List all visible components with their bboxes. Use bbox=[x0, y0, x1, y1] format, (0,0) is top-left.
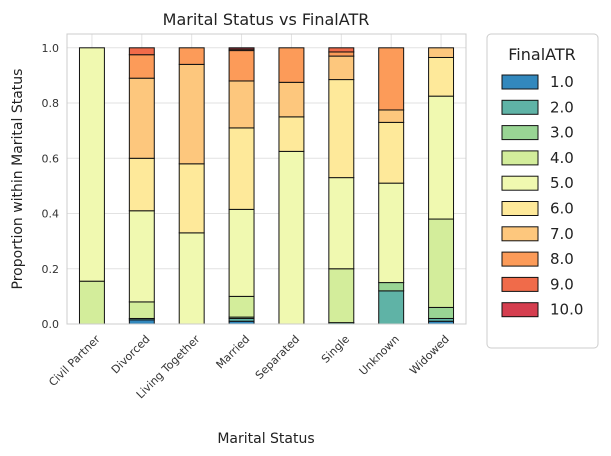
legend-label: 10.0 bbox=[550, 301, 583, 319]
y-tick-label: 0.6 bbox=[42, 152, 60, 165]
y-tick-label: 1.0 bbox=[42, 42, 60, 55]
bar-segment bbox=[128, 319, 155, 325]
legend-items: 1.0 2.0 3.0 4.0 5.0 6.0 7.0 8.0 9.0 10.0 bbox=[501, 73, 583, 319]
bar-segment bbox=[328, 177, 355, 270]
legend-title: FinalATR bbox=[508, 45, 575, 64]
bar-segment bbox=[428, 218, 455, 308]
legend-swatch bbox=[501, 150, 539, 166]
bar-segment bbox=[228, 80, 255, 129]
y-tick-label: 0.8 bbox=[42, 97, 60, 110]
bar-segment bbox=[128, 157, 155, 212]
bar-segment bbox=[278, 150, 305, 325]
bar-segment bbox=[228, 295, 255, 318]
legend-label: 4.0 bbox=[550, 149, 574, 167]
bar-segment bbox=[228, 208, 255, 297]
legend-swatch bbox=[501, 276, 539, 292]
bar-segment bbox=[278, 116, 305, 152]
bar-segment bbox=[278, 47, 305, 83]
legend: FinalATR 1.0 2.0 3.0 4.0 5.0 6.0 7.0 8.0 9.0 10.0 bbox=[486, 33, 599, 349]
bar-segment bbox=[328, 51, 355, 57]
bar-segment bbox=[228, 50, 255, 82]
bar-segment bbox=[328, 47, 355, 53]
bar-segment bbox=[228, 127, 255, 210]
legend-label: 8.0 bbox=[550, 250, 574, 268]
y-axis-label: Proportion within Marital Status bbox=[10, 69, 26, 290]
legend-swatch bbox=[501, 251, 539, 267]
legend-label: 3.0 bbox=[550, 124, 574, 142]
y-tick-label: 0.4 bbox=[42, 208, 60, 221]
bar-segment bbox=[428, 306, 455, 319]
legend-label: 1.0 bbox=[550, 73, 574, 91]
legend-swatch bbox=[501, 302, 539, 318]
bar-segment bbox=[178, 63, 205, 165]
bar-segment bbox=[378, 109, 405, 123]
chart-title: Marital Status vs FinalATR bbox=[163, 10, 370, 29]
legend-label: 6.0 bbox=[550, 200, 574, 218]
y-tick-label: 0.0 bbox=[42, 318, 60, 331]
bar-segment bbox=[78, 47, 105, 282]
bar-segment bbox=[128, 54, 155, 79]
bar-segment bbox=[428, 95, 455, 220]
legend-swatch bbox=[501, 99, 539, 115]
legend-label: 5.0 bbox=[550, 174, 574, 192]
legend-label: 2.0 bbox=[550, 98, 574, 116]
bar-segment bbox=[328, 79, 355, 179]
bar-segment bbox=[378, 282, 405, 292]
plot-frame bbox=[66, 33, 467, 325]
legend-swatch bbox=[501, 201, 539, 216]
bar-segment bbox=[328, 55, 355, 81]
bar-segment bbox=[328, 268, 355, 324]
legend-swatch bbox=[501, 226, 539, 242]
bar-segment bbox=[78, 280, 105, 325]
bar-segment bbox=[378, 290, 405, 325]
y-tick-label: 0.2 bbox=[42, 263, 60, 276]
legend-label: 7.0 bbox=[550, 225, 574, 243]
legend-label: 9.0 bbox=[550, 275, 574, 293]
y-axis-ticks: 0.0 0.2 0.4 0.6 0.8 1.0 bbox=[42, 42, 60, 331]
bar-segment bbox=[378, 47, 405, 111]
bar-segment bbox=[178, 47, 205, 65]
bar-segment bbox=[428, 47, 455, 58]
bar-segment bbox=[428, 56, 455, 97]
bar-segment bbox=[128, 210, 155, 303]
legend-swatch bbox=[501, 125, 539, 141]
bar-segment bbox=[378, 182, 405, 284]
bar-segment bbox=[278, 81, 305, 118]
bar-segment bbox=[228, 47, 255, 50]
bar-segment bbox=[178, 232, 205, 325]
bar-segment bbox=[128, 47, 155, 56]
bars bbox=[78, 47, 455, 325]
legend-swatch bbox=[501, 74, 539, 90]
legend-swatch bbox=[501, 175, 539, 191]
x-axis-label: Marital Status bbox=[217, 431, 314, 447]
bar-segment bbox=[128, 77, 155, 159]
bar-segment bbox=[378, 121, 405, 184]
bar-segment bbox=[178, 163, 205, 234]
bar-segment bbox=[128, 301, 155, 319]
